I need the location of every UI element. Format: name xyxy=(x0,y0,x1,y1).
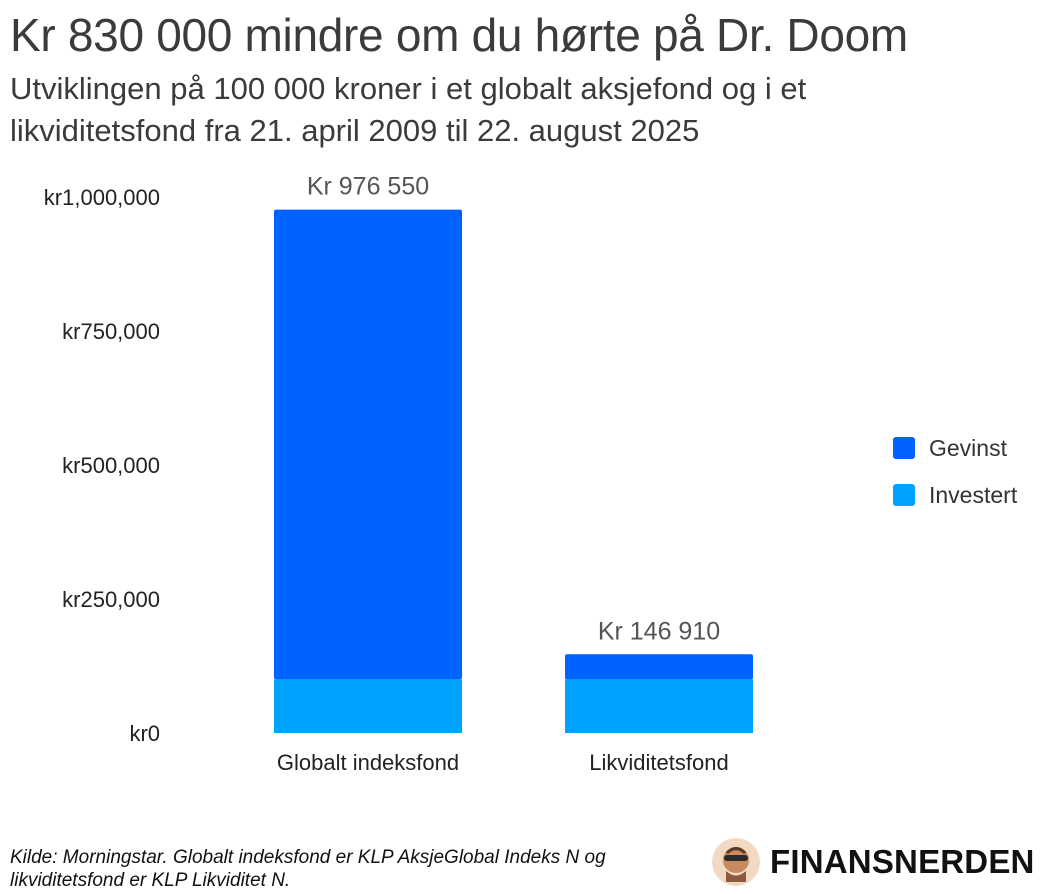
bar-total-label: Kr 146 910 xyxy=(598,617,720,645)
chart-title: Kr 830 000 mindre om du hørte på Dr. Doo… xyxy=(10,9,908,61)
x-tick-label: Likviditetsfond xyxy=(589,750,728,775)
y-tick-label: kr500,000 xyxy=(62,453,160,478)
bar-total-label: Kr 976 550 xyxy=(307,173,429,201)
chart-subtitle: Utviklingen på 100 000 kroner i et globa… xyxy=(10,71,807,148)
source-note: Kilde: Morningstar. Globalt indeksfond e… xyxy=(10,847,606,891)
y-tick-label: kr750,000 xyxy=(62,319,160,344)
brand: FINANSNERDEN xyxy=(712,838,1035,886)
legend: Gevinst Investert xyxy=(893,434,1018,530)
legend-label-investert: Investert xyxy=(929,481,1018,508)
brand-avatar-icon xyxy=(712,838,760,886)
bar-segment-gevinst xyxy=(274,209,462,680)
legend-item-investert: Investert xyxy=(893,481,1018,508)
legend-swatch-gevinst xyxy=(893,437,915,459)
brand-name: FINANSNERDEN xyxy=(770,843,1035,880)
x-tick-label: Globalt indeksfond xyxy=(277,750,459,775)
legend-label-gevinst: Gevinst xyxy=(929,434,1007,461)
bar-segment-gevinst xyxy=(565,654,753,680)
legend-swatch-investert xyxy=(893,484,915,506)
legend-item-gevinst: Gevinst xyxy=(893,434,1017,461)
y-tick-label: kr250,000 xyxy=(62,587,160,612)
y-tick-label: kr1,000,000 xyxy=(44,185,160,210)
bar-segment-investert xyxy=(274,679,462,733)
bar-segment-investert xyxy=(565,679,753,733)
y-tick-label: kr0 xyxy=(129,721,160,746)
